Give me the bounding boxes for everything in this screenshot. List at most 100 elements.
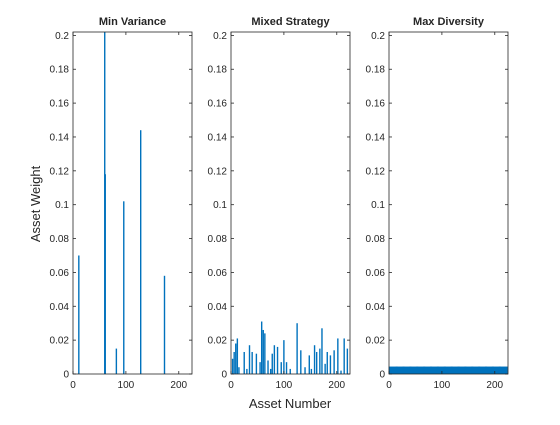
bar xyxy=(264,333,266,374)
x-tick-label: 100 xyxy=(118,380,135,391)
bar xyxy=(315,351,318,374)
y-tick-label: 0.06 xyxy=(366,268,386,279)
y-tick-label: 0.02 xyxy=(208,336,228,347)
y-tick-label: 0.16 xyxy=(208,99,228,110)
bar xyxy=(457,366,467,374)
bar xyxy=(273,345,276,374)
subplot-3: 0 0.02 0.04 0.06 0.08 0.1 0.12 0.14 0.16 0.18 0.2 0… xyxy=(366,16,509,391)
bar xyxy=(115,348,118,374)
bar xyxy=(271,353,273,374)
axes-box xyxy=(230,31,351,375)
bar xyxy=(343,338,345,374)
bar xyxy=(443,366,453,374)
x-tick-label: 0 xyxy=(70,380,76,391)
y-tick-label: 0.2 xyxy=(55,31,69,42)
bar xyxy=(450,366,460,374)
bar xyxy=(471,366,481,374)
y-tick-label: 0 xyxy=(63,370,69,381)
y-tick-label: 0.18 xyxy=(50,65,70,76)
bar xyxy=(321,328,323,374)
y-tick-label: 0.14 xyxy=(208,132,228,143)
bar xyxy=(423,366,433,374)
y-tick-label: 0.04 xyxy=(50,302,70,313)
bar xyxy=(333,350,335,374)
y-tick-label: 0.06 xyxy=(50,268,70,279)
bar xyxy=(308,355,310,374)
bar xyxy=(478,366,488,374)
bar xyxy=(267,360,269,374)
y-tick-label: 0.18 xyxy=(208,65,228,76)
y-tick-label: 0 xyxy=(221,370,227,381)
bar xyxy=(300,350,302,374)
y-tick-label: 0.04 xyxy=(208,302,228,313)
subplot-2: 0 0.02 0.04 0.06 0.08 0.1 0.12 0.14 0.16 0.18 0.2 0… xyxy=(208,16,351,391)
bar xyxy=(388,366,398,374)
y-tick-label: 0.2 xyxy=(213,31,227,42)
y-tick-label: 0.14 xyxy=(366,132,386,143)
y-tick-label: 0.18 xyxy=(366,65,386,76)
bar xyxy=(326,351,328,374)
bar xyxy=(304,367,306,374)
y-tick-label: 0.12 xyxy=(366,166,386,177)
y-tick-label: 0.04 xyxy=(366,302,386,313)
bar xyxy=(346,348,349,374)
bar xyxy=(340,370,342,374)
bar xyxy=(416,366,426,374)
bar xyxy=(491,366,501,374)
y-axis-label: Asset Weight xyxy=(28,165,43,242)
y-tick-label: 0.08 xyxy=(50,234,70,245)
bar xyxy=(498,366,508,374)
x-tick-label: 100 xyxy=(276,380,293,391)
bar xyxy=(280,362,282,374)
bar xyxy=(260,321,263,374)
bar xyxy=(243,351,245,374)
x-tick-label: 0 xyxy=(228,380,234,391)
subplot-title: Mixed Strategy xyxy=(251,16,330,28)
bar xyxy=(402,366,412,374)
y-tick-label: 0.02 xyxy=(50,336,70,347)
y-tick-label: 0.16 xyxy=(50,99,70,110)
bar xyxy=(276,346,279,374)
y-tick-label: 0.06 xyxy=(208,268,228,279)
y-tick-label: 0.08 xyxy=(208,234,228,245)
y-tick-label: 0.14 xyxy=(50,132,70,143)
y-tick-label: 0.12 xyxy=(208,166,228,177)
x-tick-label: 100 xyxy=(434,380,451,391)
y-tick-label: 0.1 xyxy=(371,200,385,211)
x-tick-label: 0 xyxy=(386,380,392,391)
bar xyxy=(123,201,125,374)
y-tick-label: 0.1 xyxy=(213,200,227,211)
bar xyxy=(255,353,258,374)
axes-box xyxy=(72,31,193,375)
bar xyxy=(337,338,339,374)
y-tick-label: 0.1 xyxy=(55,200,69,211)
bar xyxy=(78,255,80,374)
bar xyxy=(163,275,166,374)
bar xyxy=(259,362,261,374)
bar xyxy=(409,366,419,374)
bar xyxy=(296,323,298,374)
bar xyxy=(310,368,313,374)
bar xyxy=(319,348,321,374)
bar xyxy=(246,368,248,374)
y-tick-label: 0.12 xyxy=(50,166,70,177)
bar xyxy=(140,130,142,374)
bar xyxy=(329,355,332,374)
subplot-title: Min Variance xyxy=(99,16,166,28)
bar xyxy=(464,366,474,374)
subplot-panels: 0 0.02 0.04 0.06 0.08 0.1 0.12 0.14 0.16 0.18 0.2 0… xyxy=(50,16,509,391)
y-tick-label: 0.02 xyxy=(366,336,386,347)
bar xyxy=(285,362,288,374)
axes-box xyxy=(388,31,509,375)
y-tick-label: 0.08 xyxy=(366,234,386,245)
x-tick-label: 200 xyxy=(170,380,187,391)
subplot-title: Max Diversity xyxy=(413,16,485,28)
x-tick-label: 200 xyxy=(486,380,503,391)
y-tick-label: 0.2 xyxy=(371,31,385,42)
bar xyxy=(283,340,285,374)
bar xyxy=(289,368,291,374)
bar xyxy=(429,366,439,374)
bar xyxy=(231,358,234,374)
